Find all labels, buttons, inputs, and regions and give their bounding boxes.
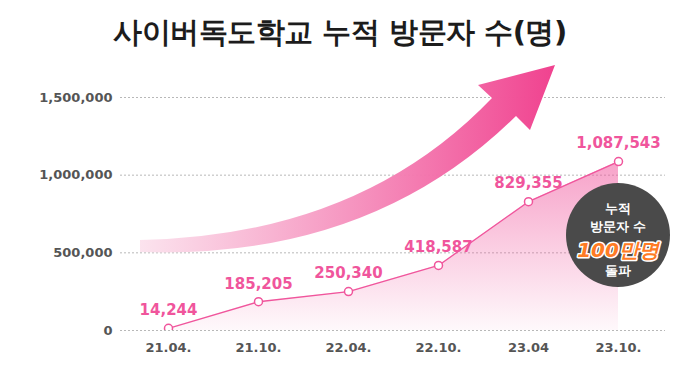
svg-text:돌파: 돌파 [605, 263, 631, 278]
svg-text:14,244: 14,244 [140, 301, 198, 319]
svg-text:100만명: 100만명 [577, 238, 661, 262]
svg-text:418,587: 418,587 [404, 238, 472, 256]
svg-text:500,000: 500,000 [53, 245, 112, 260]
svg-text:23.04: 23.04 [508, 340, 549, 355]
svg-text:0: 0 [103, 323, 112, 338]
svg-text:23.10.: 23.10. [595, 340, 641, 355]
svg-text:185,205: 185,205 [224, 275, 292, 293]
svg-text:1,000,000: 1,000,000 [39, 167, 112, 182]
svg-text:1,087,543: 1,087,543 [576, 134, 660, 152]
svg-text:방문자 수: 방문자 수 [590, 219, 647, 234]
svg-text:1,500,000: 1,500,000 [39, 90, 112, 105]
svg-text:250,340: 250,340 [314, 264, 382, 282]
svg-text:21.04.: 21.04. [145, 340, 191, 355]
svg-text:22.04.: 22.04. [325, 340, 371, 355]
svg-text:829,355: 829,355 [494, 174, 562, 192]
svg-text:21.10.: 21.10. [235, 340, 281, 355]
html-text:사이버독도학교 누적 방문자 수(명): 사이버독도학교 누적 방문자 수(명) [113, 15, 567, 49]
svg-text:누적: 누적 [605, 201, 631, 216]
svg-text:22.10.: 22.10. [415, 340, 461, 355]
